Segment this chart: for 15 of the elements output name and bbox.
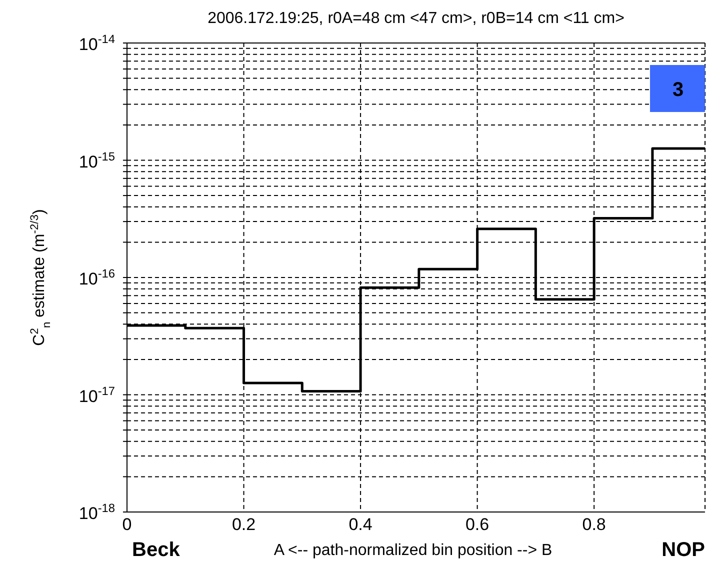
chart-title: 2006.172.19:25, r0A=48 cm <47 cm>, r0B=14 cm <11 cm> (208, 10, 624, 27)
x-tick-label: 0.4 (348, 515, 372, 534)
y-tick-label: 10$^{-14}$ (78, 32, 116, 54)
x-tick-label: 0.6 (465, 515, 490, 534)
y-tick-label: 10$^{-18}$ (78, 501, 116, 523)
x-tick-label: 0 (122, 515, 132, 534)
text: NOP (662, 539, 705, 561)
y-tick-label: 10$^{-16}$ (78, 266, 116, 288)
y-tick-label: 10$^{-15}$ (78, 149, 116, 172)
x-axis-title: A <-- path-normalized bin position --> B (274, 542, 552, 559)
y-tick-label: 10$^{-17}$ (78, 384, 116, 406)
annotation: 3 (672, 79, 684, 101)
x-tick-label: 0.2 (232, 515, 256, 534)
text: Beck (132, 539, 181, 561)
x-tick-label: 0.8 (582, 515, 606, 534)
